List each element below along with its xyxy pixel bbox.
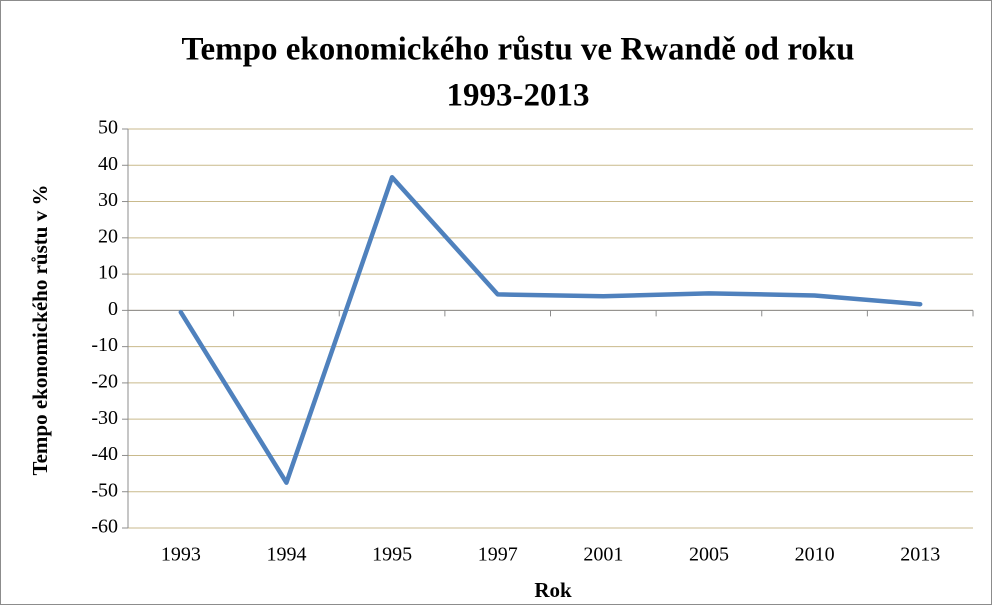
y-tick-label: -20 (91, 371, 118, 393)
y-tick-label: -10 (91, 334, 118, 356)
x-tick-label: 1994 (266, 544, 306, 566)
x-axis-title: Rok (534, 578, 572, 602)
chart-title: Tempo ekonomického růstu ve Rwandě od ro… (182, 32, 855, 68)
y-tick-label: 10 (98, 262, 118, 284)
y-tick-label: 30 (98, 189, 118, 211)
y-tick-label: 40 (98, 153, 118, 175)
x-tick-label: 2005 (689, 544, 729, 566)
y-tick-label: -50 (91, 479, 118, 501)
x-tick-label: 2013 (900, 544, 940, 566)
x-tick-label: 2001 (583, 544, 623, 566)
y-tick-label: 50 (98, 117, 118, 139)
chart-title: 1993-2013 (447, 78, 590, 114)
y-axis-title: Tempo ekonomického růstu v % (28, 185, 52, 476)
x-tick-label: 1993 (161, 544, 201, 566)
line-series (178, 174, 923, 485)
x-tick-label: 2010 (795, 544, 835, 566)
y-tick-label: 0 (108, 298, 118, 320)
y-tick-label: -60 (91, 516, 118, 538)
y-tick-label: 20 (98, 225, 118, 247)
x-tick-label: 1995 (372, 544, 412, 566)
x-tick-label: 1997 (478, 544, 518, 566)
y-tick-label: -30 (91, 407, 118, 429)
y-tick-label: -40 (91, 443, 118, 465)
